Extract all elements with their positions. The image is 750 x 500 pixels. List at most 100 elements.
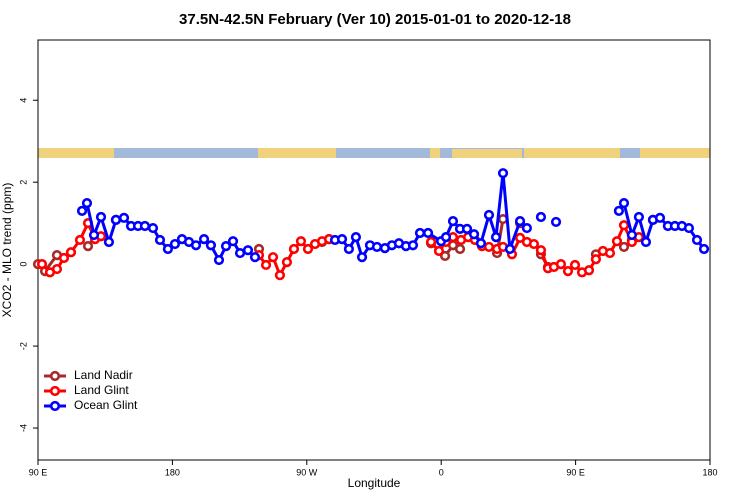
point — [51, 263, 63, 275]
x-tick-label: 90 E — [566, 467, 585, 477]
point — [461, 223, 473, 234]
point — [169, 238, 181, 250]
x-tick-label: 180 — [702, 467, 717, 477]
y-tick-label: -2 — [18, 342, 28, 350]
point — [36, 259, 48, 270]
point — [154, 234, 166, 246]
point — [590, 254, 602, 265]
point — [190, 240, 202, 251]
point — [242, 245, 254, 256]
land-band — [258, 148, 336, 158]
point — [550, 216, 562, 228]
y-tick-label: 2 — [18, 180, 28, 185]
point — [198, 234, 210, 245]
point — [569, 259, 581, 271]
x-tick-label: 180 — [165, 467, 180, 477]
point — [618, 197, 630, 209]
point — [88, 229, 100, 241]
point — [65, 247, 77, 258]
point — [422, 227, 434, 239]
land-band — [524, 148, 620, 158]
point — [528, 238, 540, 250]
point — [447, 216, 459, 227]
point — [555, 259, 567, 270]
point — [468, 229, 480, 240]
chart-title: 37.5N-42.5N February (Ver 10) 2015-01-01… — [179, 11, 571, 28]
legend-label: Ocean Glint — [74, 398, 138, 412]
point — [583, 265, 595, 276]
map-strip — [38, 148, 710, 158]
point — [74, 234, 86, 246]
point — [58, 252, 70, 264]
point — [535, 211, 547, 223]
point — [118, 212, 130, 223]
point — [139, 220, 151, 232]
point — [103, 236, 115, 248]
point — [683, 222, 695, 234]
y-tick-label: 0 — [18, 262, 28, 267]
point — [249, 252, 261, 263]
x-axis-label: Longitude — [348, 476, 401, 490]
point — [504, 243, 515, 255]
land-band — [38, 148, 114, 158]
point — [110, 214, 122, 225]
point — [618, 241, 630, 253]
point — [343, 243, 355, 255]
point — [633, 211, 645, 223]
point — [698, 243, 710, 255]
point — [425, 236, 437, 248]
x-tick-label: 90 W — [296, 467, 318, 477]
point — [483, 241, 495, 253]
point — [562, 266, 574, 277]
point — [234, 247, 246, 259]
point — [95, 211, 107, 223]
point — [440, 231, 452, 243]
legend-marker — [49, 400, 61, 412]
point — [356, 252, 368, 263]
point — [350, 231, 362, 243]
point — [626, 229, 637, 241]
point — [302, 243, 314, 255]
land-band — [640, 148, 710, 158]
point — [613, 205, 625, 216]
land-band — [452, 149, 522, 158]
point — [640, 236, 652, 248]
point — [162, 243, 174, 255]
point — [454, 243, 466, 255]
point — [535, 245, 547, 256]
legend-marker — [49, 385, 61, 397]
point — [81, 197, 93, 209]
point — [288, 243, 300, 255]
point — [336, 234, 348, 245]
point — [611, 236, 623, 247]
point — [433, 245, 445, 257]
point — [514, 216, 526, 227]
point — [475, 238, 487, 249]
ocean-band — [38, 148, 710, 158]
point — [220, 241, 232, 252]
point — [497, 168, 509, 179]
point — [514, 232, 526, 244]
point — [371, 241, 383, 253]
point — [213, 254, 225, 266]
point — [414, 227, 426, 239]
point — [274, 270, 286, 281]
point — [147, 222, 159, 234]
point — [691, 234, 703, 246]
point — [281, 256, 293, 268]
point — [295, 236, 307, 247]
point — [604, 247, 616, 259]
point — [82, 241, 94, 252]
point — [439, 250, 451, 262]
legend-label: Land Nadir — [74, 368, 133, 382]
x-tick-label: 0 — [439, 467, 444, 477]
point — [407, 240, 419, 251]
point — [618, 220, 630, 231]
legend-label: Land Glint — [74, 383, 129, 397]
y-axis-label: XCO2 - MLO trend (ppm) — [0, 183, 14, 318]
point — [483, 209, 495, 221]
land-band — [430, 148, 440, 158]
y-tick-label: -4 — [18, 424, 28, 432]
x-tick-label: 90 E — [29, 467, 48, 477]
